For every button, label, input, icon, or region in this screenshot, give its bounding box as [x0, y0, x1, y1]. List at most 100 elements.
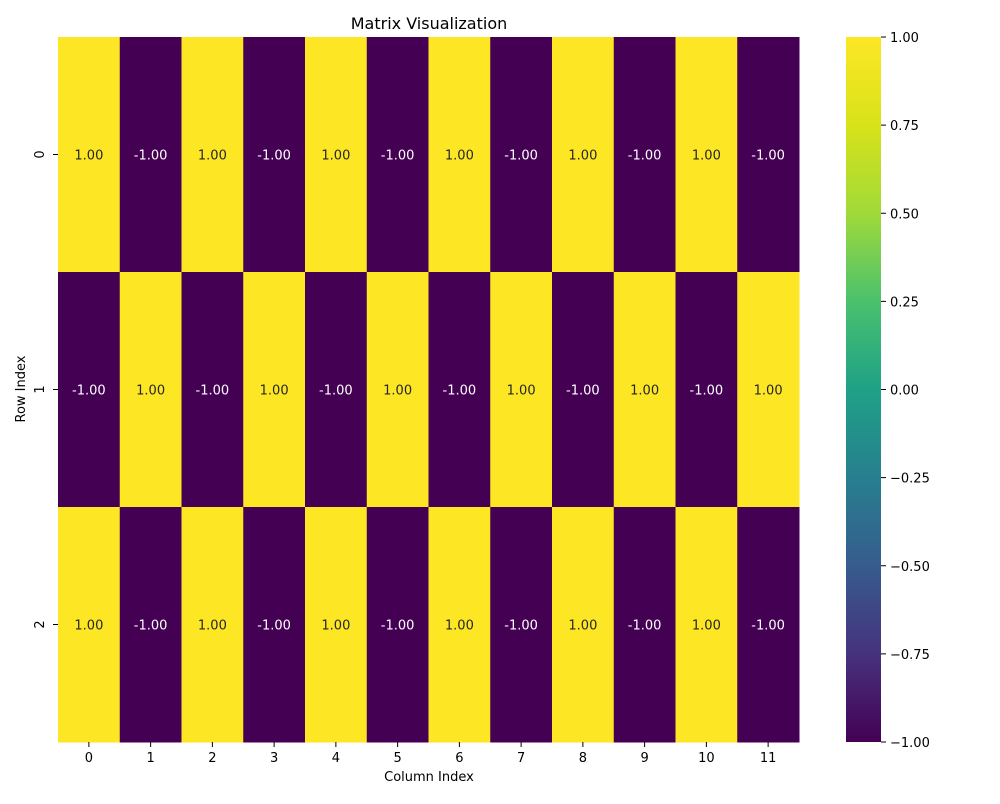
colorbar-ticks: −1.00 −0.75 −0.50 −0.25 0.00 0.25 0.50 0.75 1.00: [881, 31, 930, 751]
heatmap-cell: [243, 507, 306, 743]
heatmap-cell: [366, 37, 429, 273]
cell-annotation: -1.00: [134, 149, 168, 164]
heatmap-cell: [490, 272, 553, 508]
colorbar-tick-label: 0.00: [890, 384, 919, 399]
cell-annotation: 1.00: [445, 149, 474, 164]
heatmap-cell: [428, 37, 491, 273]
cell-annotation: -1.00: [504, 149, 538, 164]
colorbar-tick-label: −0.75: [890, 648, 930, 663]
y-axis-ticks: 0 1 2: [33, 150, 58, 629]
chart-title: Matrix Visualization: [351, 14, 508, 33]
x-tick-label: 10: [698, 751, 715, 766]
heatmap-cell: [243, 37, 306, 273]
heatmap-cell: [490, 37, 553, 273]
cell-annotation: -1.00: [319, 384, 353, 399]
cell-annotation: -1.00: [566, 384, 600, 399]
heatmap-cell: [243, 272, 306, 508]
heatmap-cell: [119, 272, 182, 508]
y-axis-label: Row Index: [14, 355, 29, 422]
x-tick-label: 3: [270, 751, 278, 766]
x-tick-label: 2: [208, 751, 216, 766]
colorbar-tick-label: −0.25: [890, 472, 930, 487]
heatmap-cell: [181, 272, 244, 508]
cell-annotation: 1.00: [568, 149, 597, 164]
heatmap-cell: [613, 37, 676, 273]
y-tick-label: 1: [33, 385, 48, 393]
colorbar-tick-label: −0.50: [890, 560, 930, 575]
heatmap-cells: [58, 37, 800, 743]
heatmap-cell: [552, 507, 615, 743]
heatmap-cell: [675, 272, 738, 508]
cell-annotation: -1.00: [134, 619, 168, 634]
heatmap-cell: [305, 272, 368, 508]
x-tick-label: 5: [393, 751, 401, 766]
cell-annotations: 1.00 -1.00 1.00 -1.00 1.00 -1.00 1.00 -1.00 1.00…: [72, 149, 785, 634]
heatmap-cell: [613, 272, 676, 508]
cell-annotation: 1.00: [74, 619, 103, 634]
x-tick-label: 11: [760, 751, 777, 766]
y-tick-label: 2: [33, 620, 48, 628]
heatmap-cell: [58, 507, 121, 743]
cell-annotation: -1.00: [257, 619, 291, 634]
x-axis-ticks: 0 1 2 3 4 5 6 7 8 9 10 11: [85, 742, 777, 766]
heatmap-cell: [737, 272, 800, 508]
cell-annotation: 1.00: [198, 619, 227, 634]
x-tick-label: 7: [517, 751, 525, 766]
x-tick-label: 0: [85, 751, 93, 766]
heatmap-cell: [366, 272, 429, 508]
x-tick-label: 9: [640, 751, 648, 766]
heatmap-cell: [58, 37, 121, 273]
heatmap-cell: [428, 507, 491, 743]
cell-annotation: -1.00: [690, 384, 724, 399]
colorbar: [846, 37, 881, 742]
cell-annotation: -1.00: [751, 149, 785, 164]
heatmap-cell: [613, 507, 676, 743]
heatmap-cell: [737, 507, 800, 743]
cell-annotation: -1.00: [504, 619, 538, 634]
cell-annotation: 1.00: [445, 619, 474, 634]
colorbar-tick-label: 0.50: [890, 207, 919, 222]
cell-annotation: 1.00: [260, 384, 289, 399]
cell-annotation: 1.00: [692, 619, 721, 634]
cell-annotation: -1.00: [381, 619, 415, 634]
x-tick-label: 6: [455, 751, 463, 766]
cell-annotation: 1.00: [692, 149, 721, 164]
cell-annotation: -1.00: [196, 384, 230, 399]
cell-annotation: -1.00: [751, 619, 785, 634]
x-tick-label: 4: [332, 751, 340, 766]
colorbar-tick-label: 0.75: [890, 119, 919, 134]
heatmap-cell: [119, 37, 182, 273]
heatmap-cell: [737, 37, 800, 273]
cell-annotation: 1.00: [383, 384, 412, 399]
heatmap-cell: [675, 507, 738, 743]
x-tick-label: 1: [146, 751, 154, 766]
cell-annotation: 1.00: [136, 384, 165, 399]
cell-annotation: 1.00: [74, 149, 103, 164]
cell-annotation: 1.00: [507, 384, 536, 399]
heatmap-cell: [490, 507, 553, 743]
cell-annotation: 1.00: [630, 384, 659, 399]
heatmap-cell: [58, 272, 121, 508]
cell-annotation: 1.00: [568, 619, 597, 634]
y-tick-label: 0: [33, 150, 48, 158]
heatmap-cell: [552, 272, 615, 508]
heatmap-cell: [428, 272, 491, 508]
x-axis-label: Column Index: [384, 770, 474, 785]
cell-annotation: 1.00: [198, 149, 227, 164]
cell-annotation: -1.00: [72, 384, 106, 399]
x-tick-label: 8: [579, 751, 587, 766]
colorbar-tick-label: 1.00: [890, 31, 919, 46]
heatmap-cell: [305, 37, 368, 273]
cell-annotation: -1.00: [381, 149, 415, 164]
cell-annotation: 1.00: [754, 384, 783, 399]
cell-annotation: -1.00: [257, 149, 291, 164]
heatmap-cell: [366, 507, 429, 743]
heatmap-cell: [181, 507, 244, 743]
colorbar-tick-label: −1.00: [890, 736, 930, 751]
cell-annotation: 1.00: [321, 149, 350, 164]
heatmap-cell: [305, 507, 368, 743]
heatmap-cell: [181, 37, 244, 273]
cell-annotation: -1.00: [443, 384, 477, 399]
colorbar-tick-label: 0.25: [890, 295, 919, 310]
